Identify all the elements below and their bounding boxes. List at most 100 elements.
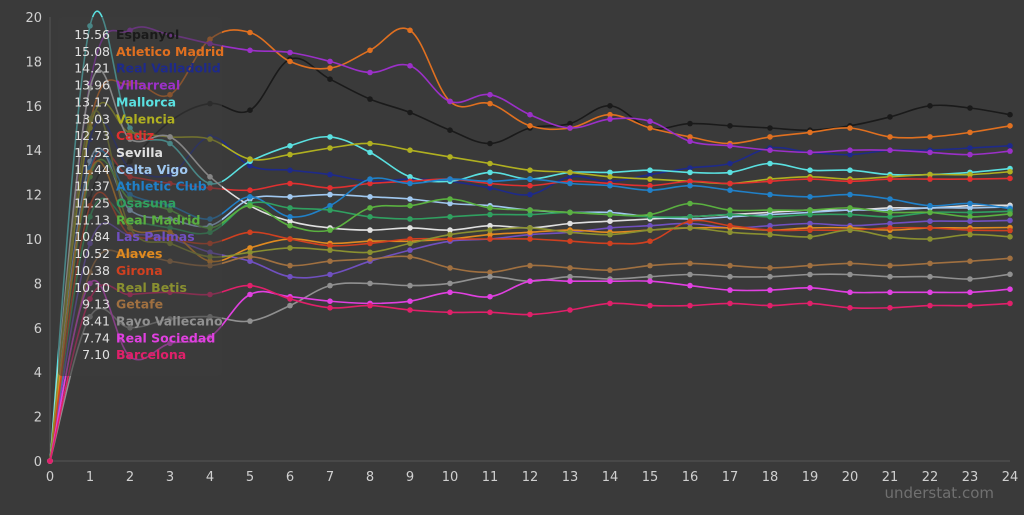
data-point-atletico-madrid[interactable] (1007, 123, 1013, 129)
data-point-espanyol[interactable] (887, 114, 893, 120)
data-point-atletico-madrid[interactable] (247, 29, 253, 36)
data-point-espanyol[interactable] (407, 109, 413, 116)
data-point-rayo-vallecano[interactable] (487, 273, 493, 280)
data-point-sevilla[interactable] (487, 222, 493, 229)
data-point-osasuna[interactable] (687, 214, 693, 220)
data-point-girona[interactable] (327, 242, 333, 249)
data-point-rayo-vallecano[interactable] (967, 276, 973, 282)
data-point-villarreal[interactable] (487, 91, 493, 98)
data-point-real-sociedad[interactable] (447, 289, 453, 296)
data-point-villarreal[interactable] (247, 47, 253, 54)
data-point-real-sociedad[interactable] (567, 278, 573, 285)
data-point-atletico-madrid[interactable] (527, 123, 533, 129)
data-point-rayo-vallecano[interactable] (927, 273, 933, 280)
data-point-rayo-vallecano[interactable] (327, 282, 333, 289)
data-point-barcelona[interactable] (807, 300, 813, 307)
data-point-girona[interactable] (807, 227, 813, 233)
data-point-espanyol[interactable] (607, 103, 613, 109)
data-point-las-palmas[interactable] (407, 247, 413, 253)
data-point-getafe[interactable] (447, 265, 453, 271)
data-point-real-valladolid[interactable] (687, 165, 693, 171)
data-point-osasuna[interactable] (447, 214, 453, 220)
data-point-las-palmas[interactable] (647, 222, 653, 229)
data-point-real-betis[interactable] (287, 245, 293, 251)
data-point-atletico-madrid[interactable] (367, 47, 373, 54)
data-point-valencia[interactable] (407, 147, 413, 153)
data-point-las-palmas[interactable] (967, 218, 973, 224)
data-point-athletic-club[interactable] (647, 187, 653, 193)
data-point-barcelona[interactable] (887, 305, 893, 311)
data-point-mallorca[interactable] (287, 143, 293, 149)
data-point-girona[interactable] (727, 222, 733, 229)
data-point-rayo-vallecano[interactable] (287, 302, 293, 309)
data-point-athletic-club[interactable] (287, 214, 293, 220)
data-point-real-madrid[interactable] (647, 211, 653, 218)
data-point-athletic-club[interactable] (487, 178, 493, 185)
data-point-osasuna[interactable] (527, 211, 533, 218)
data-point-girona[interactable] (247, 229, 253, 236)
data-point-villarreal[interactable] (407, 63, 413, 69)
data-point-valencia[interactable] (927, 171, 933, 178)
data-point-atletico-madrid[interactable] (847, 125, 853, 131)
data-point-cadiz[interactable] (967, 176, 973, 182)
data-point-espanyol[interactable] (367, 96, 373, 102)
data-point-real-sociedad[interactable] (1007, 286, 1013, 293)
data-point-las-palmas[interactable] (927, 218, 933, 224)
data-point-villarreal[interactable] (607, 116, 613, 122)
data-point-real-madrid[interactable] (287, 222, 293, 229)
data-point-real-valladolid[interactable] (847, 151, 853, 158)
legend-label-real-madrid[interactable]: Real Madrid (116, 212, 200, 227)
legend-label-rayo-vallecano[interactable]: Rayo Vallecano (116, 313, 223, 328)
data-point-barcelona[interactable] (607, 300, 613, 307)
data-point-real-betis[interactable] (927, 236, 933, 242)
data-point-real-madrid[interactable] (247, 202, 253, 209)
data-point-girona[interactable] (407, 236, 413, 242)
legend-label-real-sociedad[interactable]: Real Sociedad (116, 330, 215, 345)
legend-label-villarreal[interactable]: Villarreal (116, 78, 180, 93)
data-point-rayo-vallecano[interactable] (407, 282, 413, 289)
data-point-mallorca[interactable] (807, 167, 813, 173)
data-point-alaves[interactable] (527, 229, 533, 236)
legend-label-osasuna[interactable]: Osasuna (116, 196, 176, 211)
data-point-alaves[interactable] (247, 245, 253, 251)
data-point-real-sociedad[interactable] (407, 298, 413, 305)
data-point-real-betis[interactable] (647, 227, 653, 233)
data-point-barcelona[interactable] (1007, 300, 1013, 307)
data-point-girona[interactable] (607, 240, 613, 247)
data-point-espanyol[interactable] (967, 105, 973, 111)
data-point-mallorca[interactable] (487, 169, 493, 176)
data-point-girona[interactable] (287, 236, 293, 242)
data-point-cadiz[interactable] (1007, 175, 1013, 182)
data-point-rayo-vallecano[interactable] (847, 271, 853, 278)
data-point-villarreal[interactable] (567, 125, 573, 131)
data-point-cadiz[interactable] (327, 185, 333, 191)
data-point-las-palmas[interactable] (287, 273, 293, 280)
data-point-cadiz[interactable] (647, 182, 653, 189)
data-point-real-betis[interactable] (407, 240, 413, 247)
data-point-getafe[interactable] (767, 265, 773, 271)
data-point-barcelona[interactable] (967, 302, 973, 309)
data-point-rayo-vallecano[interactable] (567, 273, 573, 280)
data-point-getafe[interactable] (607, 267, 613, 273)
data-point-barcelona[interactable] (687, 302, 693, 309)
data-point-villarreal[interactable] (527, 111, 533, 118)
data-point-athletic-club[interactable] (927, 202, 933, 209)
data-point-las-palmas[interactable] (887, 220, 893, 227)
data-point-osasuna[interactable] (967, 209, 973, 216)
data-point-atletico-madrid[interactable] (287, 58, 293, 65)
data-point-rayo-vallecano[interactable] (1007, 271, 1013, 278)
data-point-athletic-club[interactable] (967, 200, 973, 207)
legend-label-cadiz[interactable]: Cadiz (116, 128, 154, 143)
data-point-athletic-club[interactable] (327, 202, 333, 209)
data-point-villarreal[interactable] (807, 149, 813, 156)
data-point-girona[interactable] (967, 227, 973, 233)
data-point-villarreal[interactable] (327, 58, 333, 65)
data-point-getafe[interactable] (727, 262, 733, 269)
data-point-rayo-vallecano[interactable] (887, 273, 893, 280)
data-point-real-betis[interactable] (767, 231, 773, 238)
data-point-sevilla[interactable] (287, 218, 293, 224)
data-point-real-valladolid[interactable] (327, 171, 333, 178)
data-point-mallorca[interactable] (327, 134, 333, 140)
data-point-barcelona[interactable] (727, 300, 733, 307)
data-point-real-betis[interactable] (847, 227, 853, 233)
